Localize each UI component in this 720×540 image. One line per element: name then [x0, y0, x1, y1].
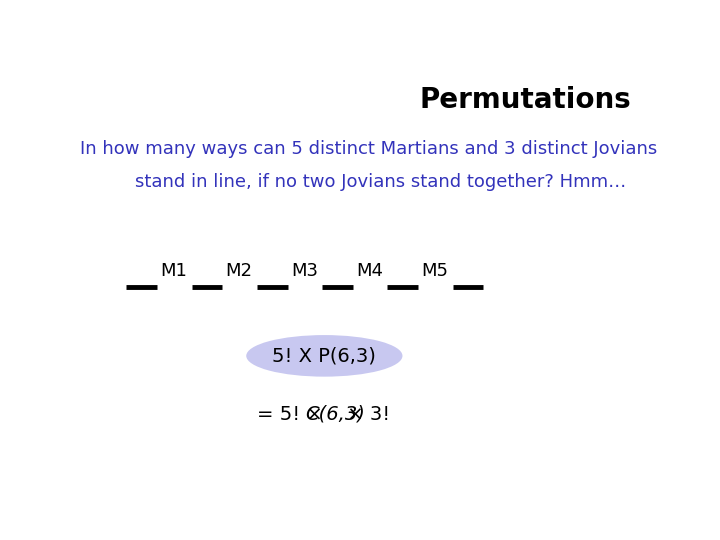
Text: In how many ways can 5 distinct Martians and 3 distinct Jovians: In how many ways can 5 distinct Martians…	[81, 140, 657, 158]
Text: × 3!: × 3!	[341, 404, 390, 423]
Text: M4: M4	[356, 261, 383, 280]
Text: M3: M3	[291, 261, 318, 280]
Text: stand in line, if no two Jovians stand together? Hmm…: stand in line, if no two Jovians stand t…	[112, 173, 626, 191]
Text: M5: M5	[421, 261, 449, 280]
Text: C(6,3): C(6,3)	[305, 404, 365, 423]
Text: M1: M1	[161, 261, 187, 280]
Ellipse shape	[246, 335, 402, 377]
Text: M2: M2	[225, 261, 253, 280]
Text: Permutations: Permutations	[420, 85, 631, 113]
Text: 5! X P(6,3): 5! X P(6,3)	[272, 346, 377, 366]
Text: = 5! ×: = 5! ×	[258, 404, 329, 423]
